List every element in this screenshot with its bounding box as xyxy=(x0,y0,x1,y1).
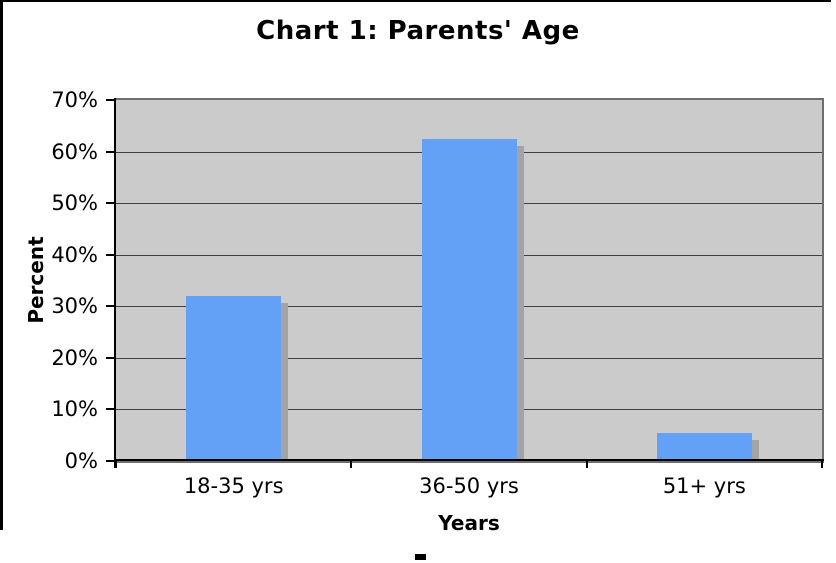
y-tick xyxy=(106,356,115,359)
category-label: 36-50 yrs xyxy=(419,474,519,498)
x-axis-line xyxy=(114,459,824,461)
y-tick xyxy=(106,408,115,411)
category-label: 18-35 yrs xyxy=(183,474,284,498)
y-axis-line xyxy=(114,98,116,468)
x-tick xyxy=(350,461,353,468)
y-axis-title: Percent xyxy=(24,236,48,324)
y-tick-label: 0% xyxy=(64,449,98,473)
category-label: 51+ yrs xyxy=(662,474,746,498)
y-tick xyxy=(106,305,115,308)
cropped-legend-mark xyxy=(415,554,426,560)
frame-border-left xyxy=(0,0,3,530)
x-tick xyxy=(115,461,117,468)
x-axis-title: Years xyxy=(438,511,500,535)
y-tick-label: 30% xyxy=(51,294,98,319)
y-tick xyxy=(106,99,115,101)
y-tick-label: 50% xyxy=(51,191,98,216)
x-tick xyxy=(585,461,588,468)
y-tick xyxy=(106,202,115,205)
plot-area xyxy=(116,100,822,461)
y-tick-label: 40% xyxy=(51,242,98,267)
chart-title: Chart 1: Parents' Age xyxy=(256,16,580,46)
frame-border-top xyxy=(0,0,831,2)
x-tick xyxy=(821,461,823,468)
bar xyxy=(656,432,752,461)
bar xyxy=(186,295,282,461)
y-tick-label: 60% xyxy=(51,139,98,164)
y-tick-label: 70% xyxy=(51,88,98,112)
y-tick xyxy=(106,460,115,462)
y-tick-label: 20% xyxy=(51,345,98,370)
y-tick xyxy=(106,150,115,153)
y-tick xyxy=(106,253,115,256)
bar xyxy=(421,138,517,461)
y-tick-label: 10% xyxy=(51,397,98,422)
